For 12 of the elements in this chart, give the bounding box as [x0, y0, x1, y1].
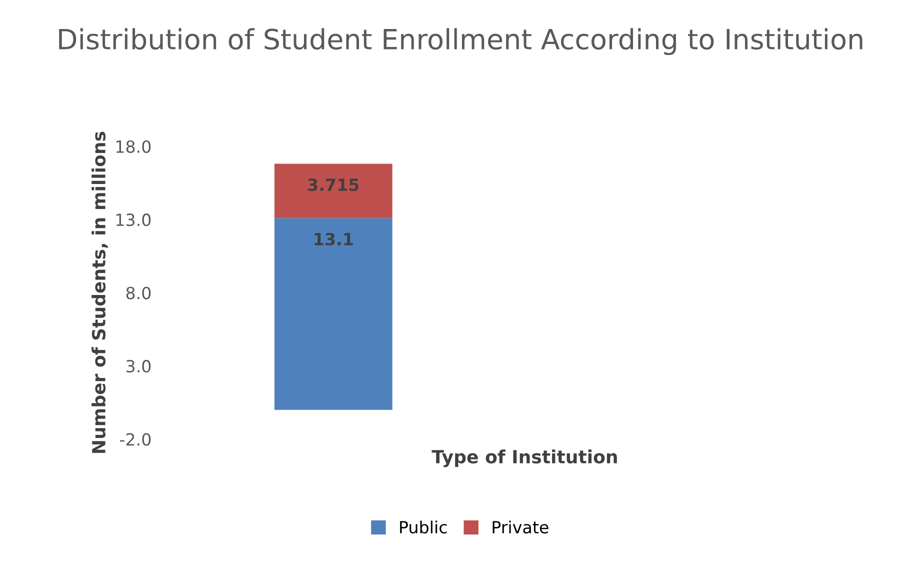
- y-axis-title: Number of Students, in millions: [92, 132, 108, 453]
- y-tick-label: 13.0: [116, 214, 151, 226]
- legend-label: Public: [400, 520, 447, 534]
- y-tick-label: -2.0: [120, 433, 151, 446]
- data-label: 13.1: [314, 232, 353, 246]
- legend-label: Private: [492, 520, 548, 534]
- data-label: 3.715: [308, 178, 359, 192]
- text: Distribution of Student Enrollment According to Institution: [59, 28, 862, 56]
- x-axis-title: Type of Institution: [432, 450, 617, 468]
- y-tick-label: 18.0: [116, 140, 151, 153]
- y-tick-label: 3.0: [126, 360, 151, 373]
- y-tick-label: 8.0: [126, 286, 151, 300]
